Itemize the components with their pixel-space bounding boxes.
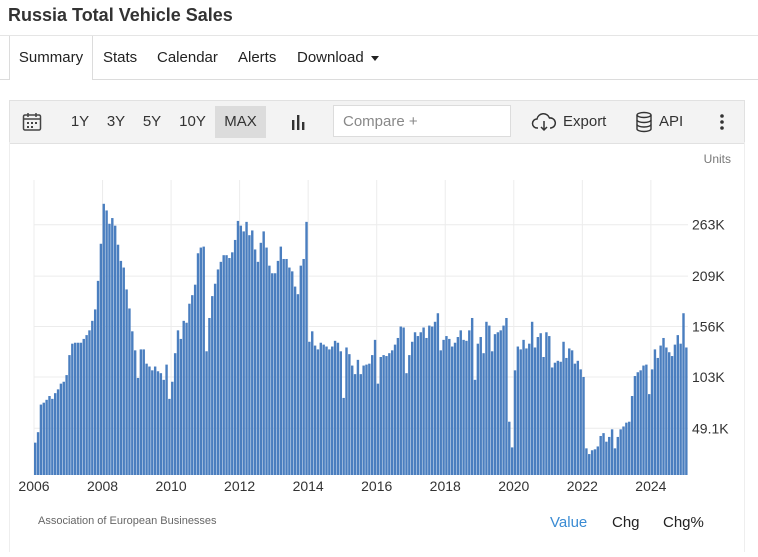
range-max-button[interactable]: MAX	[215, 106, 266, 138]
caret-down-icon	[370, 55, 379, 61]
range-3y-button[interactable]: 3Y	[106, 113, 126, 130]
calendar-icon	[22, 113, 42, 131]
range-1y-button[interactable]: 1Y	[70, 113, 90, 130]
tab-alerts[interactable]: Alerts	[238, 49, 277, 66]
export-label: Export	[563, 113, 607, 130]
range-5y-button[interactable]: 5Y	[142, 113, 162, 130]
more-options-button[interactable]	[712, 101, 732, 143]
chart-area	[9, 142, 745, 552]
compare-input[interactable]	[333, 105, 511, 137]
range-10y-button[interactable]: 10Y	[179, 113, 206, 130]
tab-summary[interactable]: Summary	[9, 36, 93, 80]
mode-value-button[interactable]: Value	[550, 514, 588, 531]
export-button[interactable]: Export	[531, 101, 611, 143]
calendar-button[interactable]	[18, 101, 46, 143]
cloud-download-icon	[531, 113, 557, 132]
api-button[interactable]: API	[635, 101, 693, 143]
tab-bar: Summary Stats Calendar Alerts Download	[0, 35, 758, 80]
tab-download-label: Download	[297, 49, 364, 66]
database-icon	[636, 111, 652, 133]
mode-chg-button[interactable]: Chg	[612, 514, 640, 531]
bar-chart-icon	[292, 115, 305, 131]
tab-download[interactable]: Download	[297, 36, 379, 79]
mode-chg-pct-button[interactable]: Chg%	[663, 514, 704, 531]
chart-type-button[interactable]	[287, 101, 311, 143]
source-label: Association of European Businesses	[38, 515, 217, 527]
chart-toolbar: 1Y 3Y 5Y 10Y MAX Export API	[9, 100, 745, 144]
more-vertical-icon	[720, 114, 724, 130]
tab-stats[interactable]: Stats	[103, 49, 138, 66]
api-label: API	[659, 113, 684, 130]
tab-calendar[interactable]: Calendar	[157, 49, 218, 66]
page-title: Russia Total Vehicle Sales	[8, 5, 233, 25]
